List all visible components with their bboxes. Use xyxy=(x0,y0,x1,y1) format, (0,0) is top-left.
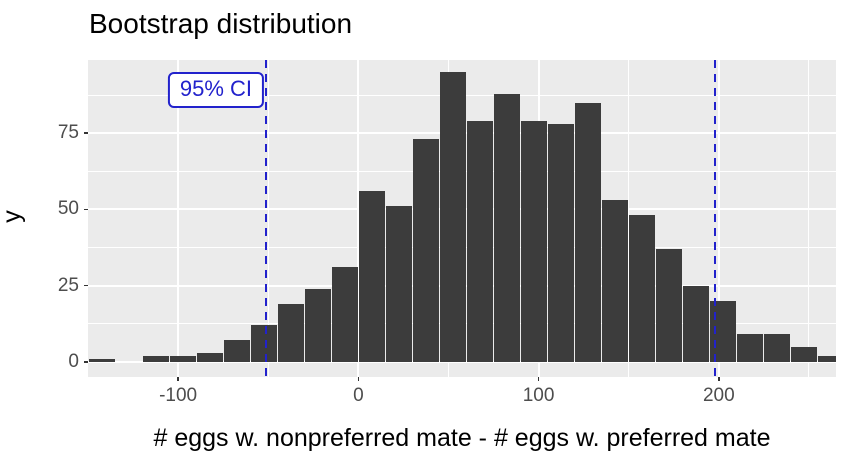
x-minor-gridline xyxy=(267,60,269,377)
histogram-bar xyxy=(737,334,764,362)
histogram-bar xyxy=(575,102,602,362)
histogram-bar xyxy=(169,355,196,362)
histogram-bar xyxy=(521,120,548,362)
histogram-bar xyxy=(331,267,358,362)
y-tick-mark xyxy=(84,284,88,287)
x-tick-label: 200 xyxy=(702,385,735,406)
histogram-bar xyxy=(439,72,466,362)
y-major-gridline xyxy=(88,360,836,363)
histogram-bar xyxy=(277,303,304,362)
y-tick-label: 75 xyxy=(57,122,79,144)
histogram-bar xyxy=(548,124,575,362)
x-major-gridline xyxy=(717,60,720,377)
histogram-bar xyxy=(683,285,710,362)
ci-annotation-label: 95% CI xyxy=(167,72,265,109)
x-major-gridline xyxy=(357,60,360,377)
y-tick-mark xyxy=(84,132,88,134)
histogram-bar xyxy=(250,325,277,362)
histogram-bar xyxy=(494,93,521,362)
x-tick-label: 100 xyxy=(522,385,555,406)
x-major-gridline xyxy=(177,60,180,377)
histogram-bar xyxy=(764,334,791,362)
y-tick-label: 50 xyxy=(57,198,79,220)
histogram-bar xyxy=(791,346,818,362)
histogram-bar xyxy=(223,340,250,362)
histogram-bar xyxy=(818,355,836,362)
y-tick-mark xyxy=(84,361,88,363)
histogram-bar xyxy=(412,139,439,362)
histogram-bar xyxy=(602,200,629,362)
x-tick-label: -100 xyxy=(159,385,198,406)
x-tick-mark xyxy=(537,377,540,381)
histogram-bar xyxy=(142,355,169,362)
plot-panel: 95% CI xyxy=(88,60,836,377)
histogram-bar xyxy=(196,352,223,362)
y-tick-label: 0 xyxy=(68,350,79,372)
histogram-bar xyxy=(358,191,385,362)
ci-lower-line xyxy=(265,60,268,377)
histogram-bar xyxy=(88,358,115,362)
x-tick-mark xyxy=(718,377,720,381)
x-tick-mark xyxy=(177,377,179,381)
histogram-bar xyxy=(385,206,412,362)
histogram-bar xyxy=(656,248,683,362)
histogram-bar xyxy=(629,215,656,362)
x-axis-label: # eggs w. nonpreferred mate - # eggs w. … xyxy=(153,424,771,452)
histogram-bar xyxy=(304,288,331,362)
histogram-bar xyxy=(467,120,494,362)
ci-upper-line xyxy=(714,60,717,377)
x-minor-gridline xyxy=(808,60,810,377)
x-tick-mark xyxy=(357,377,360,381)
y-tick-label: 25 xyxy=(57,274,79,296)
chart-title: Bootstrap distribution xyxy=(89,8,353,39)
x-tick-label: 0 xyxy=(353,385,364,406)
y-tick-mark xyxy=(84,208,88,211)
x-minor-gridline xyxy=(628,60,630,377)
